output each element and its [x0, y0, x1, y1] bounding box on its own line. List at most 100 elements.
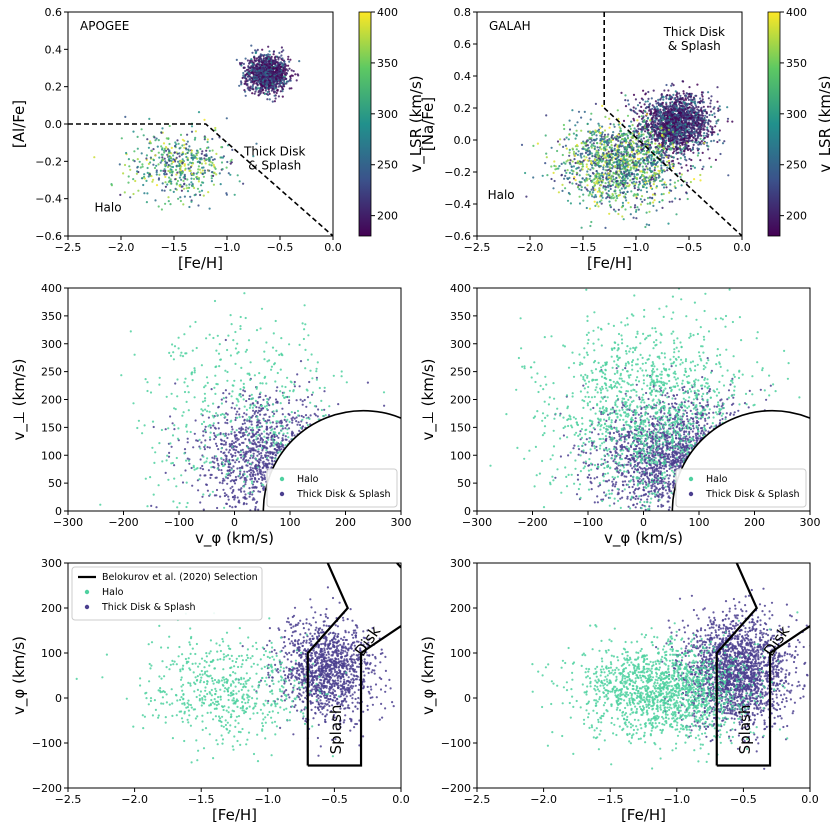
scatter-point	[218, 172, 221, 175]
scatter-point	[651, 134, 655, 137]
scatter-point	[594, 188, 597, 191]
scatter-point	[595, 151, 598, 154]
scatter-point	[241, 76, 244, 80]
scatter-point	[183, 182, 186, 185]
scatter-point	[210, 180, 213, 183]
scatter-point	[252, 88, 255, 91]
scatter-point	[181, 144, 184, 147]
scatter-point	[153, 136, 156, 139]
scatter-point	[261, 61, 264, 64]
scatter-point	[626, 190, 629, 193]
scatter-point	[680, 184, 683, 187]
scatter-point	[585, 206, 588, 210]
scatter-point	[264, 86, 267, 90]
scatter-point	[160, 208, 163, 211]
scatter-point	[700, 91, 704, 94]
scatter-point	[648, 167, 652, 170]
scatter-point	[520, 143, 524, 146]
scatter-point	[655, 117, 659, 120]
scatter-point	[270, 79, 273, 83]
y-tick-label: 0.6	[45, 6, 63, 19]
scatter-point	[641, 143, 644, 147]
scatter-point	[649, 178, 652, 181]
scatter-point	[190, 149, 193, 152]
scatter-point	[598, 189, 601, 192]
scatter-point	[665, 155, 668, 159]
scatter-point	[688, 157, 691, 161]
scatter-point	[649, 184, 652, 188]
scatter-point	[620, 91, 623, 94]
scatter-point	[605, 165, 608, 168]
scatter-point	[679, 138, 682, 141]
scatter-point	[679, 131, 682, 134]
scatter-point	[190, 125, 194, 128]
scatter-point	[545, 152, 548, 155]
scatter-point	[587, 194, 590, 197]
scatter-point	[667, 121, 670, 124]
scatter-point	[210, 171, 214, 174]
scatter-point	[248, 75, 251, 78]
scatter-point	[611, 167, 614, 170]
scatter-point	[153, 166, 157, 170]
scatter-point	[591, 171, 595, 175]
scatter-point	[656, 139, 659, 142]
scatter-point	[654, 142, 657, 145]
scatter-point	[136, 170, 139, 173]
scatter-point	[655, 105, 659, 108]
scatter-point	[272, 88, 275, 91]
scatter-point	[258, 69, 261, 72]
scatter-point	[588, 190, 592, 193]
scatter-point	[624, 162, 627, 165]
scatter-point	[690, 98, 693, 101]
scatter-point	[674, 197, 677, 200]
scatter-point	[701, 95, 704, 98]
scatter-point	[574, 154, 577, 157]
scatter-point	[554, 165, 557, 168]
x-tick-label: −1.0	[214, 241, 241, 254]
scatter-point	[586, 189, 589, 192]
scatter-point	[208, 156, 211, 160]
survey-label: APOGEE	[80, 19, 129, 33]
scatter-point	[278, 61, 281, 64]
scatter-point	[636, 112, 639, 115]
scatter-point	[683, 148, 686, 151]
scatter-point	[612, 181, 615, 184]
scatter-points	[93, 44, 301, 211]
scatter-point	[136, 135, 139, 138]
scatter-point	[544, 134, 547, 137]
scatter-point	[609, 170, 612, 173]
scatter-point	[606, 140, 609, 143]
scatter-point	[601, 176, 605, 179]
scatter-point	[703, 121, 706, 124]
scatter-point	[678, 124, 681, 127]
scatter-point	[689, 180, 693, 184]
scatter-point	[679, 104, 683, 107]
scatter-point	[188, 169, 191, 172]
scatter-point	[586, 144, 590, 147]
scatter-point	[280, 54, 283, 57]
scatter-point	[620, 152, 623, 155]
scatter-point	[671, 163, 674, 166]
scatter-point	[618, 145, 621, 148]
scatter-point	[154, 199, 157, 202]
scatter-point	[286, 69, 289, 72]
scatter-point	[692, 96, 696, 99]
scatter-point	[222, 155, 225, 158]
scatter-point	[638, 109, 641, 112]
scatter-point	[586, 159, 589, 162]
scatter-point	[208, 149, 211, 152]
scatter-point	[638, 159, 641, 162]
scatter-point	[629, 179, 632, 182]
scatter-point	[617, 183, 620, 186]
scatter-point	[647, 131, 650, 134]
scatter-point	[637, 186, 640, 189]
scatter-point	[273, 74, 276, 77]
scatter-point	[179, 169, 182, 172]
scatter-point	[250, 44, 253, 47]
scatter-point	[214, 167, 217, 170]
scatter-point	[568, 151, 571, 154]
scatter-point	[645, 165, 648, 168]
scatter-point	[617, 186, 620, 189]
scatter-point	[251, 77, 254, 80]
scatter-point	[653, 112, 656, 115]
